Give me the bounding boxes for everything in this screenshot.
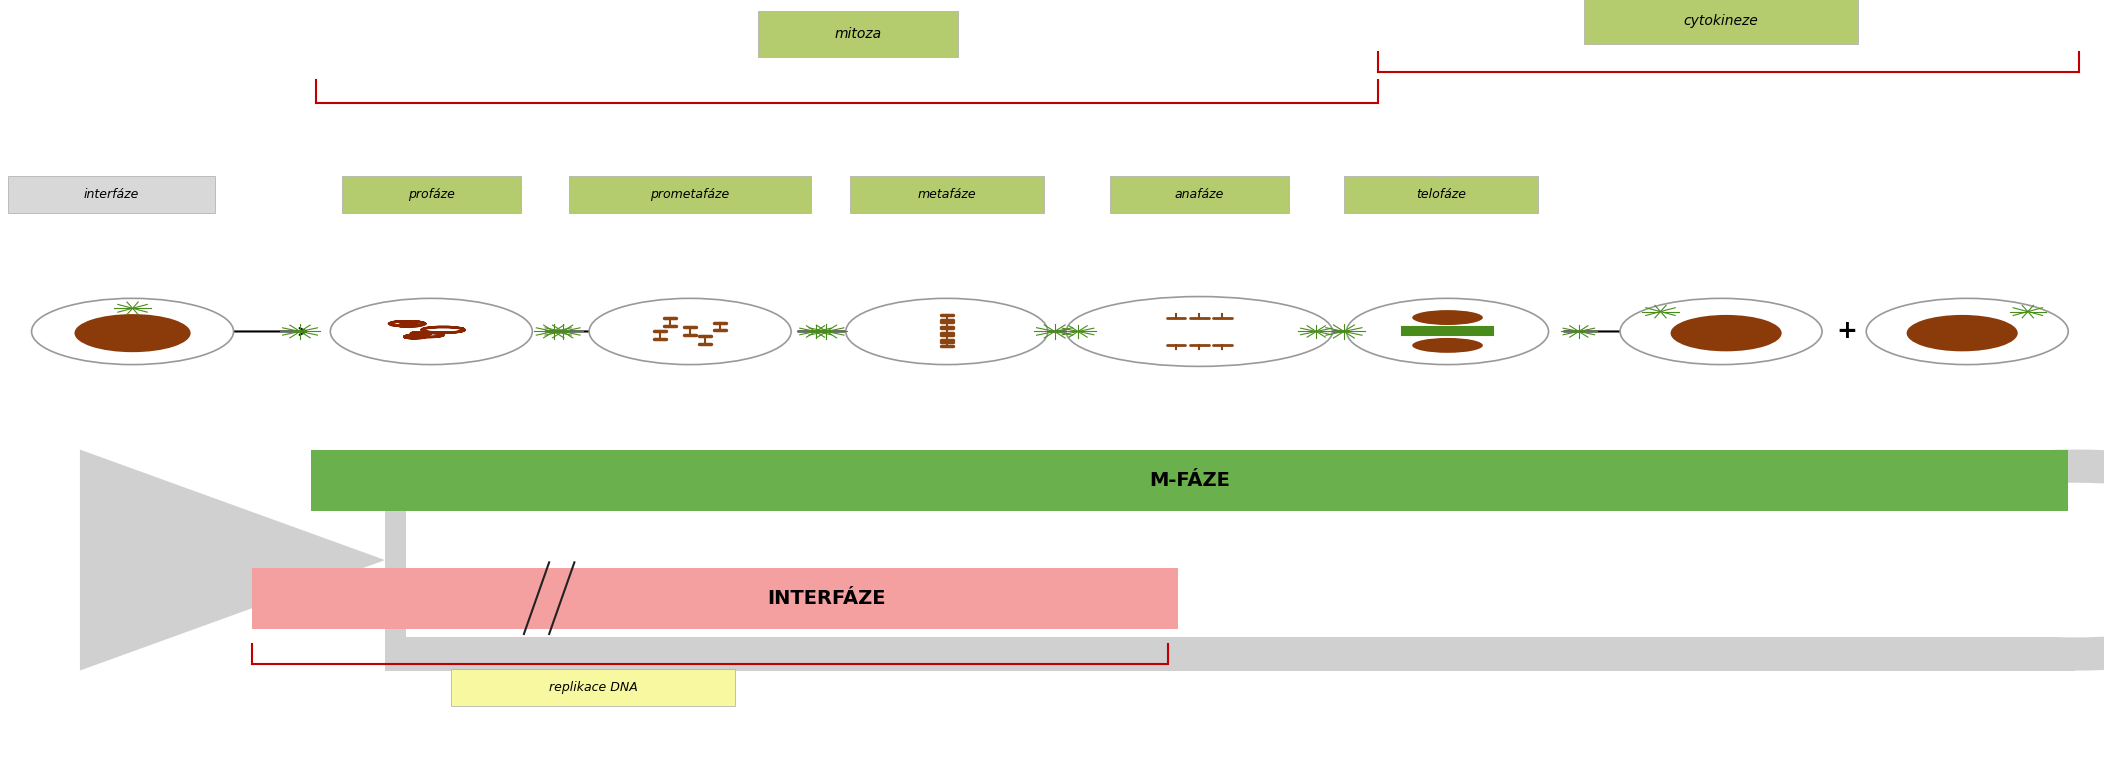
FancyBboxPatch shape — [757, 11, 959, 57]
Circle shape — [1576, 331, 1580, 332]
Ellipse shape — [1067, 296, 1332, 367]
Text: prometafáze: prometafáze — [650, 187, 730, 201]
FancyBboxPatch shape — [341, 176, 522, 213]
Text: anafáze: anafáze — [1174, 187, 1225, 201]
Circle shape — [814, 331, 818, 332]
Text: metafáze: metafáze — [917, 187, 976, 201]
Circle shape — [1658, 311, 1662, 312]
Ellipse shape — [74, 314, 191, 352]
Circle shape — [130, 308, 135, 309]
Ellipse shape — [589, 299, 791, 364]
FancyBboxPatch shape — [568, 176, 812, 213]
FancyBboxPatch shape — [8, 176, 215, 213]
FancyBboxPatch shape — [850, 176, 1044, 213]
FancyBboxPatch shape — [1344, 176, 1538, 213]
Text: INTERFÁZE: INTERFÁZE — [768, 589, 886, 607]
Circle shape — [551, 331, 555, 332]
Text: mitoza: mitoza — [835, 27, 882, 41]
Text: interfáze: interfáze — [84, 187, 139, 201]
FancyBboxPatch shape — [252, 568, 1178, 629]
Ellipse shape — [846, 299, 1048, 364]
Ellipse shape — [1906, 315, 2018, 351]
Circle shape — [2026, 311, 2030, 312]
Circle shape — [560, 331, 566, 332]
Ellipse shape — [330, 299, 532, 364]
Text: replikace DNA: replikace DNA — [549, 680, 638, 694]
Ellipse shape — [1769, 450, 2104, 671]
Ellipse shape — [1412, 338, 1483, 353]
Circle shape — [825, 331, 829, 332]
Text: cytokineze: cytokineze — [1683, 14, 1759, 28]
Circle shape — [1315, 331, 1319, 332]
Polygon shape — [80, 450, 385, 671]
Ellipse shape — [1412, 310, 1483, 325]
FancyBboxPatch shape — [406, 483, 2075, 637]
FancyBboxPatch shape — [1584, 0, 1858, 44]
Circle shape — [1075, 331, 1079, 332]
Text: profáze: profáze — [408, 187, 454, 201]
FancyBboxPatch shape — [1111, 176, 1288, 213]
Text: M-FÁZE: M-FÁZE — [1149, 471, 1231, 489]
FancyBboxPatch shape — [311, 450, 2068, 511]
Ellipse shape — [1620, 299, 1822, 364]
Ellipse shape — [1866, 299, 2068, 364]
Ellipse shape — [32, 299, 234, 364]
Text: +: + — [1837, 319, 1858, 344]
Ellipse shape — [1671, 315, 1782, 351]
Text: telofáze: telofáze — [1416, 187, 1466, 201]
Circle shape — [1342, 331, 1347, 332]
Circle shape — [297, 331, 303, 332]
Circle shape — [1052, 331, 1056, 332]
Ellipse shape — [1347, 299, 1549, 364]
FancyBboxPatch shape — [450, 669, 736, 706]
FancyBboxPatch shape — [385, 450, 2075, 671]
Ellipse shape — [1860, 483, 2104, 637]
